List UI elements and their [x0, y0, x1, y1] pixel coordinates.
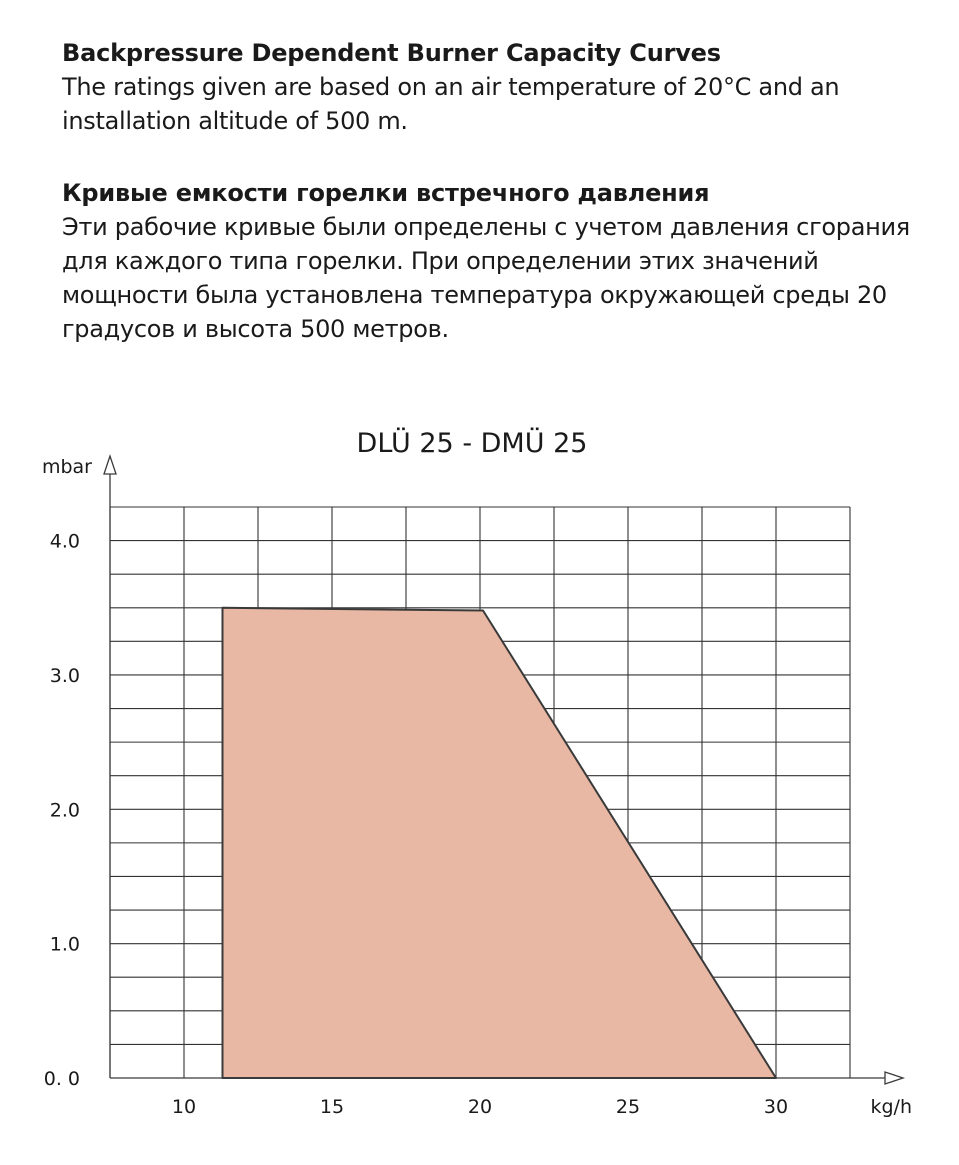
y-tick-label: 4.0 [50, 531, 80, 553]
x-axis-arrow-icon [884, 1071, 906, 1085]
y-axis-label: mbar [42, 456, 92, 478]
chart-axes [103, 453, 906, 1085]
x-tick-label: 15 [320, 1096, 344, 1118]
x-tick-label: 20 [468, 1096, 492, 1118]
y-tick-label: 3.0 [50, 665, 80, 687]
x-axis-label: kg/h [870, 1096, 912, 1118]
y-tick-label: 2.0 [50, 799, 80, 821]
y-tick-labels: 0. 0 1.0 2.0 3.0 4.0 [44, 531, 80, 1090]
y-tick-label: 1.0 [50, 934, 80, 956]
intro-text-en: The ratings given are based on an air te… [62, 73, 840, 135]
intro-russian: Кривые емкости горелки встречного давлен… [62, 176, 932, 346]
y-tick-label: 0. 0 [44, 1068, 80, 1090]
chart-title: DLÜ 25 - DMÜ 25 [357, 427, 588, 459]
y-axis-arrow-icon [103, 453, 117, 475]
intro-english: Backpressure Dependent Burner Capacity C… [62, 36, 932, 138]
x-tick-label: 25 [616, 1096, 640, 1118]
intro-text-ru: Эти рабочие кривые были определены с уче… [62, 213, 910, 343]
x-tick-label: 30 [764, 1096, 788, 1118]
intro-heading-en: Backpressure Dependent Burner Capacity C… [62, 39, 721, 67]
intro-heading-ru: Кривые емкости горелки встречного давлен… [62, 179, 710, 207]
x-tick-label: 10 [172, 1096, 196, 1118]
x-tick-labels: 10 15 20 25 30 [172, 1096, 788, 1118]
